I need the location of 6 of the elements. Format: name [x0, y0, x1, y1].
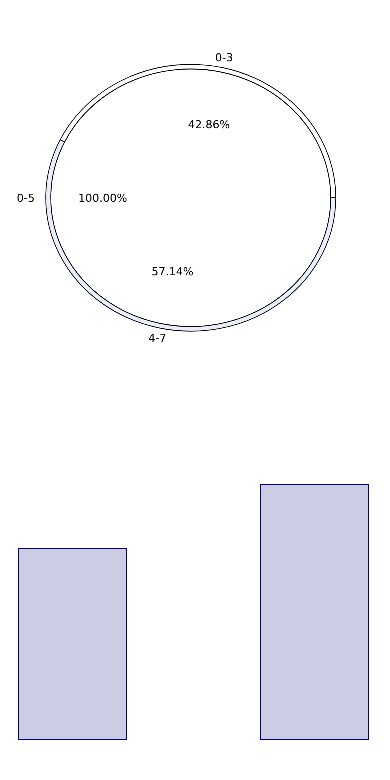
slice-label: 0-5 — [17, 192, 35, 205]
slice-label: 0-3 — [215, 51, 234, 64]
slice-label: 4-7 — [148, 332, 167, 346]
data-label: 100.00% — [78, 192, 128, 205]
data-label: 57.14% — [152, 265, 194, 278]
data-label: 42.86% — [188, 118, 230, 132]
